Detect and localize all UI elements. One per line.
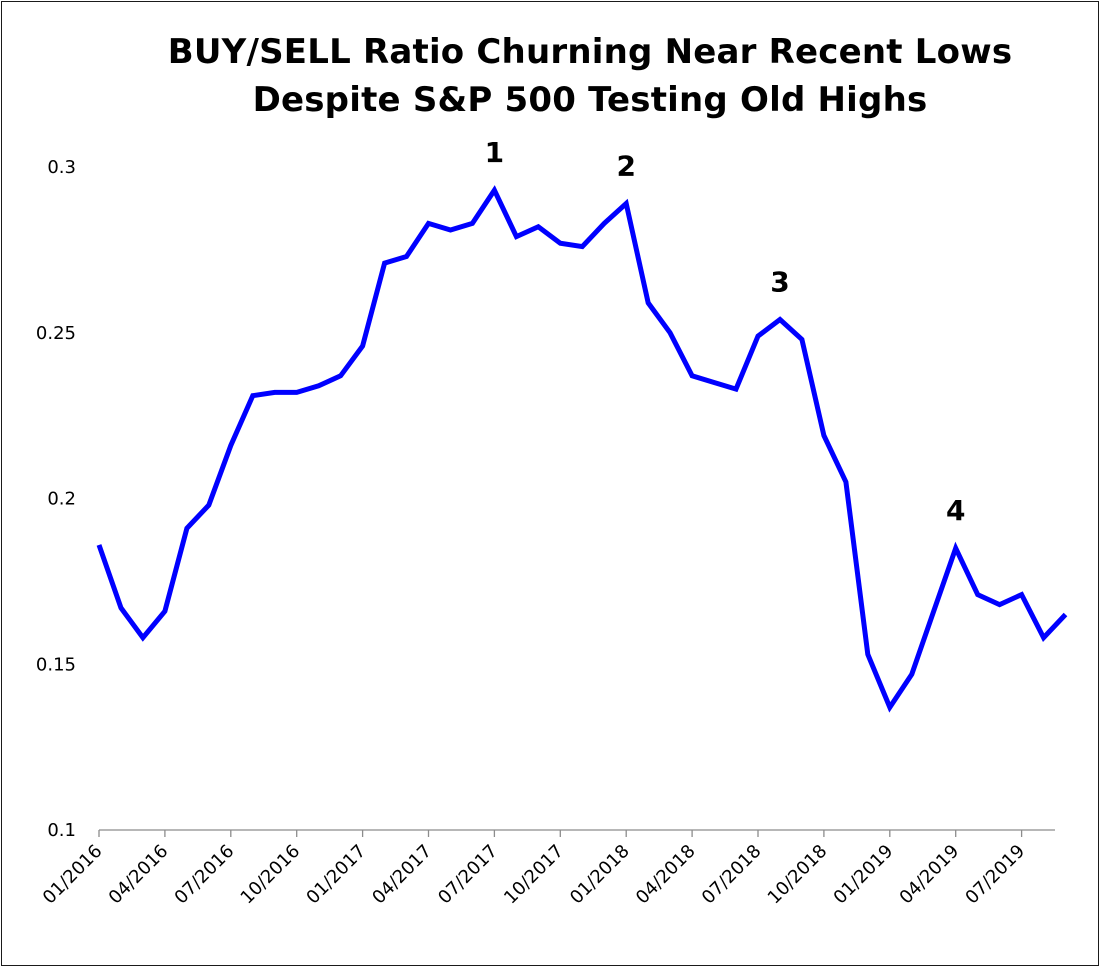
- x-tick-label: 01/2017: [302, 841, 370, 909]
- x-tick-label: 07/2016: [171, 841, 239, 909]
- x-axis: 01/201604/201607/201610/201601/201704/20…: [39, 829, 1055, 909]
- x-tick-label: 01/2016: [39, 841, 107, 909]
- series-group: [96, 185, 1068, 713]
- x-tick-label: 10/2017: [500, 841, 568, 909]
- chart-title-line-2: Despite S&P 500 Testing Old Highs: [252, 80, 928, 120]
- chart-title: BUY/SELL Ratio Churning Near Recent Lows…: [140, 28, 1040, 124]
- y-tick-label: 0.2: [47, 489, 76, 510]
- y-tick-label: 0.25: [36, 323, 76, 344]
- x-tick-label: 07/2018: [698, 841, 766, 909]
- series-line: [96, 185, 1068, 713]
- x-tick-label: 04/2018: [632, 841, 700, 909]
- y-tick-label: 0.15: [36, 654, 76, 675]
- y-tick-label: 0.1: [47, 820, 76, 841]
- x-tick-label: 04/2019: [896, 841, 964, 909]
- y-axis: 0.1 0.15 0.2 0.25 0.3: [36, 157, 76, 841]
- annotations: 1 2 3 4: [485, 136, 966, 527]
- x-tick-label: 07/2017: [434, 841, 502, 909]
- x-tick-label: 01/2019: [830, 841, 898, 909]
- peak-annotation-label: 4: [946, 494, 965, 527]
- peak-annotation-label: 2: [616, 149, 635, 182]
- peak-annotation-label: 1: [485, 136, 504, 169]
- x-tick-label: 10/2018: [764, 841, 832, 909]
- x-tick-label: 01/2018: [566, 841, 634, 909]
- x-tick-label: 04/2016: [105, 841, 173, 909]
- peak-annotation-label: 3: [770, 265, 789, 298]
- x-tick-label: 10/2016: [237, 841, 305, 909]
- y-tick-label: 0.3: [47, 157, 76, 178]
- x-tick-label: 07/2019: [961, 841, 1029, 909]
- chart-title-line-1: BUY/SELL Ratio Churning Near Recent Lows: [167, 32, 1013, 72]
- x-tick-label: 04/2017: [368, 841, 436, 909]
